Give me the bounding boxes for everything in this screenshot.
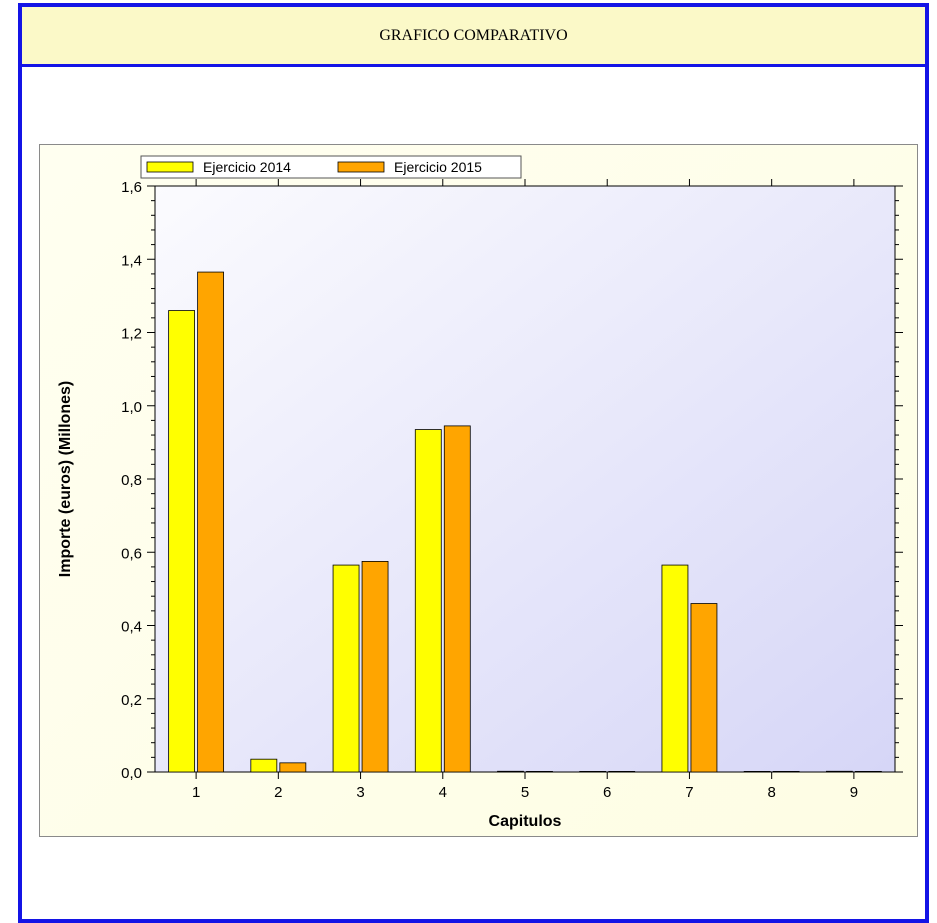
legend-box <box>140 155 522 179</box>
bar-ejercicio-2015-cap-1 <box>197 271 225 773</box>
y-axis-title: Importe (euros) (Millones) <box>57 381 74 577</box>
legend-swatch-ejercicio-2014 <box>146 161 194 173</box>
bar-ejercicio-2014-cap-1 <box>168 310 196 773</box>
bar-ejercicio-2015-cap-3 <box>361 561 389 773</box>
legend-label-ejercicio-2014: Ejercicio 2014 <box>203 159 291 175</box>
bar-ejercicio-2014-cap-4 <box>414 429 442 773</box>
bar-ejercicio-2015-cap-8 <box>772 771 800 773</box>
bar-ejercicio-2015-cap-9 <box>854 771 882 773</box>
bar-ejercicio-2014-cap-7 <box>661 564 689 773</box>
bar-ejercicio-2015-cap-2 <box>279 762 307 773</box>
legend-swatch-ejercicio-2015 <box>337 161 385 173</box>
x-tick-label: 6 <box>603 784 611 801</box>
x-tick-label: 4 <box>439 784 447 801</box>
y-tick-label: 0,6 <box>121 545 142 562</box>
bar-ejercicio-2014-cap-2 <box>250 758 278 773</box>
y-tick-label: 1,0 <box>121 399 142 416</box>
report-frame: GRAFICO COMPARATIVO 0,0 0,2 0,4 0,6 0,8 1,0 1,… <box>18 3 929 923</box>
x-tick-label: 2 <box>274 784 282 801</box>
bar-ejercicio-2015-cap-5 <box>526 771 553 773</box>
x-tick-label: 7 <box>685 784 693 801</box>
y-tick-label: 1,6 <box>121 179 142 196</box>
y-tick-label: 1,4 <box>121 252 142 269</box>
y-tick-label: 0,0 <box>121 765 142 782</box>
y-tick-label: 0,2 <box>121 692 142 709</box>
bar-ejercicio-2014-cap-9 <box>825 770 853 773</box>
bar-ejercicio-2014-cap-3 <box>332 564 360 773</box>
legend-label-ejercicio-2015: Ejercicio 2015 <box>394 159 482 175</box>
bar-ejercicio-2014-cap-6 <box>579 771 607 773</box>
page-title: GRAFICO COMPARATIVO <box>22 7 925 67</box>
bar-ejercicio-2014-cap-8 <box>743 771 771 773</box>
bar-ejercicio-2015-cap-7 <box>690 603 718 773</box>
bar-chart: 0,0 0,2 0,4 0,6 0,8 1,0 1,2 1,4 1,6 1 2 3 4 5 6 7 8 9 Capi… <box>57 155 903 830</box>
bar-ejercicio-2015-cap-4 <box>443 425 471 773</box>
x-tick-label: 1 <box>192 784 200 801</box>
y-tick-label: 0,8 <box>121 472 142 489</box>
y-tick-label: 0,4 <box>121 619 142 636</box>
bar-ejercicio-2014-cap-5 <box>497 770 524 773</box>
chart-panel: 0,0 0,2 0,4 0,6 0,8 1,0 1,2 1,4 1,6 1 2 3 4 5 6 7 8 9 Capi… <box>39 144 918 837</box>
bar-ejercicio-2015-cap-6 <box>608 771 636 773</box>
x-tick-label: 3 <box>356 784 364 801</box>
x-axis-title: Capitulos <box>489 813 562 830</box>
x-tick-label: 9 <box>850 784 858 801</box>
x-tick-label: 5 <box>521 784 529 801</box>
plot-area <box>154 185 896 773</box>
y-tick-label: 1,2 <box>121 326 142 343</box>
x-tick-label: 8 <box>767 784 775 801</box>
